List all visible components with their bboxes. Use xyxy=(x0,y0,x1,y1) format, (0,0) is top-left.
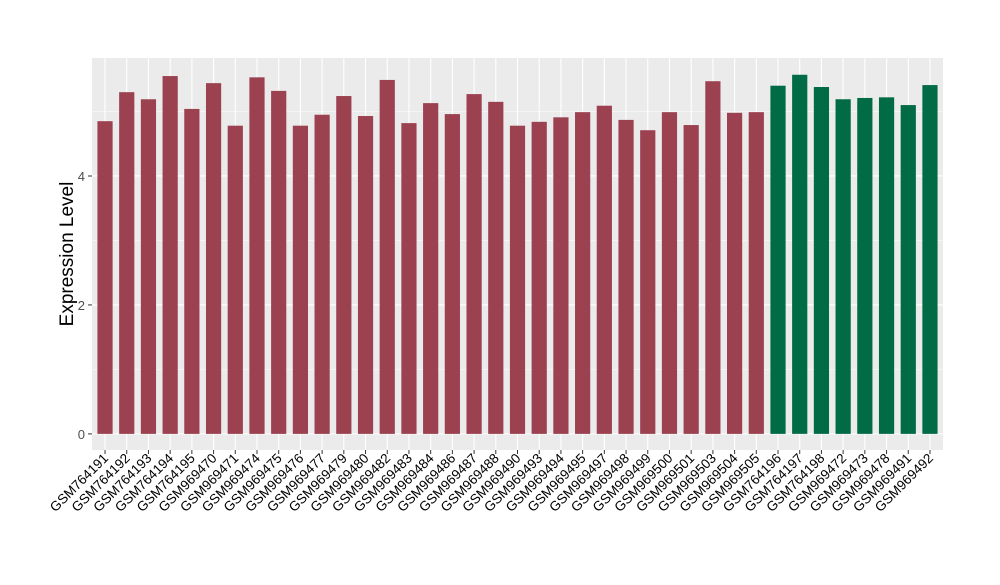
bar-GSM764191 xyxy=(97,121,113,434)
bar-GSM969483 xyxy=(401,123,417,434)
bar-GSM969486 xyxy=(444,114,460,434)
bar-GSM969472 xyxy=(835,99,851,434)
bar-GSM969493 xyxy=(531,121,547,434)
y-tick-label: 0 xyxy=(78,427,85,442)
bar-GSM969487 xyxy=(466,94,482,434)
y-axis-label: Expression Level xyxy=(57,182,78,327)
bar-GSM764192 xyxy=(119,92,135,434)
bar-GSM969499 xyxy=(640,130,656,434)
bar-GSM969478 xyxy=(878,97,895,434)
bar-GSM969473 xyxy=(857,97,873,434)
bar-GSM969498 xyxy=(618,119,634,434)
bar-GSM969492 xyxy=(922,85,938,434)
bar-GSM969501 xyxy=(683,125,699,434)
bar-GSM969477 xyxy=(314,114,330,434)
bar-GSM969488 xyxy=(488,101,504,434)
bar-GSM969494 xyxy=(553,117,569,434)
bar-GSM969503 xyxy=(705,81,721,434)
bar-GSM764194 xyxy=(162,76,178,434)
bar-GSM969471 xyxy=(227,125,243,434)
bar-GSM969484 xyxy=(423,103,439,434)
bar-GSM764197 xyxy=(792,74,808,434)
bar-GSM969495 xyxy=(575,112,591,434)
bar-GSM764198 xyxy=(813,87,830,434)
bar-GSM969474 xyxy=(249,77,265,434)
bar-GSM764196 xyxy=(770,85,786,434)
bar-GSM969476 xyxy=(292,125,309,434)
y-tick-label: 2 xyxy=(78,298,85,313)
bar-GSM969479 xyxy=(336,96,352,434)
y-tick-label: 4 xyxy=(78,169,85,184)
bar-GSM969500 xyxy=(661,112,678,434)
bar-GSM969470 xyxy=(205,83,222,434)
bar-GSM764195 xyxy=(184,108,200,434)
bar-GSM969504 xyxy=(726,112,743,434)
bar-GSM969505 xyxy=(748,112,764,434)
bar-GSM969490 xyxy=(509,125,526,434)
bar-GSM969497 xyxy=(596,105,612,434)
bar-GSM764193 xyxy=(140,99,157,434)
bar-GSM969475 xyxy=(271,90,287,434)
bar-GSM969482 xyxy=(379,79,395,434)
bar-GSM969480 xyxy=(357,116,374,434)
bar-GSM969491 xyxy=(900,105,916,434)
